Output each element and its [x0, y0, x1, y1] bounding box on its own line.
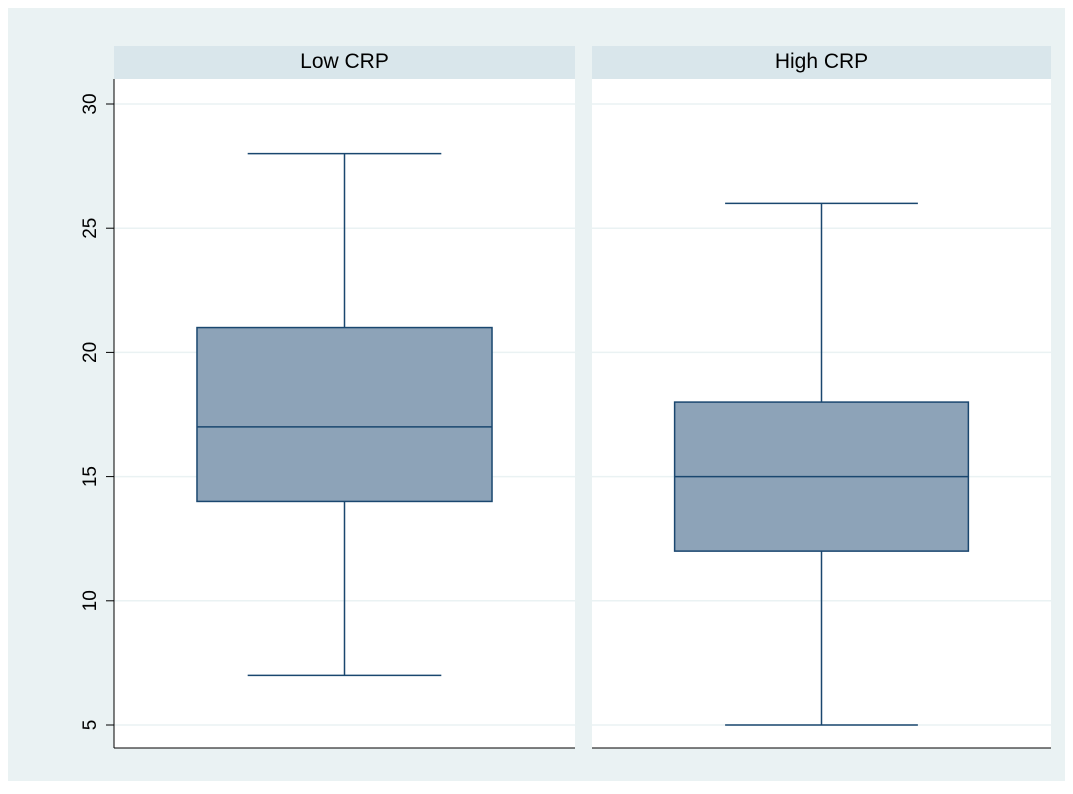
y-tick-label: 25 [80, 218, 101, 239]
y-tick-label: 10 [80, 590, 101, 611]
panel-low-crp-title: Low CRP [300, 50, 389, 73]
box-low-crp [196, 326, 493, 503]
panel-low-crp-header [114, 46, 575, 79]
y-tick-label: 30 [80, 93, 101, 114]
y-tick-label: 20 [80, 342, 101, 363]
panel-high-crp-header [592, 46, 1051, 79]
y-tick-label: 5 [80, 720, 101, 731]
y-tick-label: 15 [80, 466, 101, 487]
panel-high-crp-title: High CRP [775, 50, 868, 73]
